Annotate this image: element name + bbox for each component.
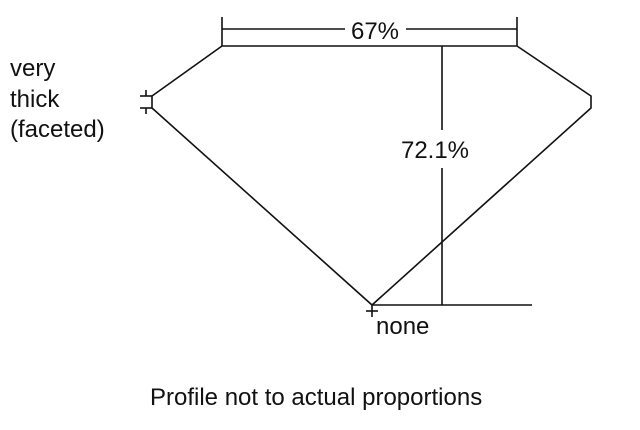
girdle-label: thick bbox=[10, 86, 60, 113]
girdle-label: (faceted) bbox=[10, 116, 105, 143]
girdle-label: very bbox=[10, 55, 55, 82]
culet-label: none bbox=[376, 313, 429, 340]
gem-outline bbox=[151, 45, 592, 307]
caption: Profile not to actual proportions bbox=[150, 384, 482, 411]
table-percent-label: 67% bbox=[351, 18, 399, 45]
depth-percent-label: 72.1% bbox=[401, 137, 469, 164]
